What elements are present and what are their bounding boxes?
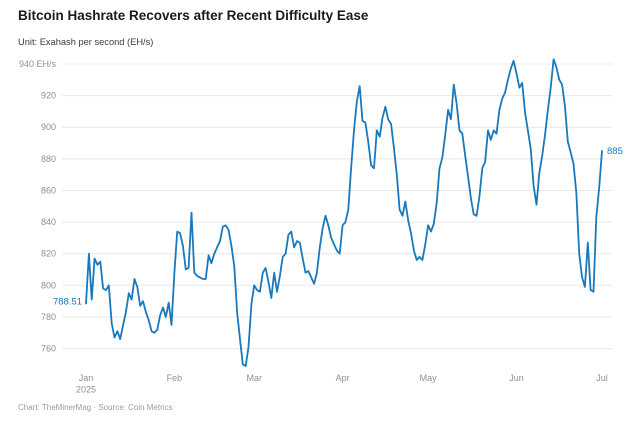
- chart-footer: Chart: TheMinerMag · Source: Coin Metric…: [18, 403, 173, 412]
- y-axis-label: 920: [41, 91, 56, 101]
- y-axis-label: 840: [41, 217, 56, 227]
- y-axis-label: 900: [41, 122, 56, 132]
- x-axis-label: Jun: [509, 373, 524, 383]
- x-axis-label: Feb: [167, 373, 183, 383]
- y-axis-label: 880: [41, 154, 56, 164]
- x-axis-label: Apr: [336, 373, 350, 383]
- y-axis-label: 820: [41, 249, 56, 259]
- y-axis-label: 760: [41, 344, 56, 354]
- series-line: [85, 58, 603, 367]
- x-axis-label: May: [420, 373, 438, 383]
- x-axis-label: Mar: [246, 373, 262, 383]
- first-value-label: 788.51: [53, 297, 82, 308]
- x-axis-label: Jul: [596, 373, 608, 383]
- chart-title: Bitcoin Hashrate Recovers after Recent D…: [18, 8, 369, 23]
- x-axis-label: Jan: [79, 373, 94, 383]
- x-axis-year-label: 2025: [76, 385, 96, 395]
- y-axis-label: 780: [41, 312, 56, 322]
- last-value-label: 885: [607, 146, 623, 157]
- y-axis-label: 860: [41, 186, 56, 196]
- y-axis-label: 940 EH/s: [19, 59, 57, 69]
- y-axis-label: 800: [41, 280, 56, 290]
- chart-subtitle: Unit: Exahash per second (EH/s): [18, 37, 154, 47]
